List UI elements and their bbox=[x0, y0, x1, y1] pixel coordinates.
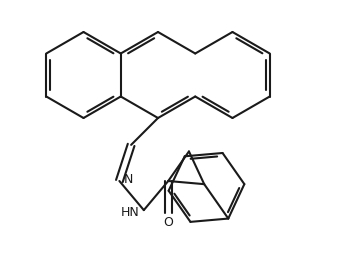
Text: HN: HN bbox=[121, 206, 140, 219]
Text: N: N bbox=[123, 172, 133, 186]
Text: O: O bbox=[163, 216, 173, 229]
